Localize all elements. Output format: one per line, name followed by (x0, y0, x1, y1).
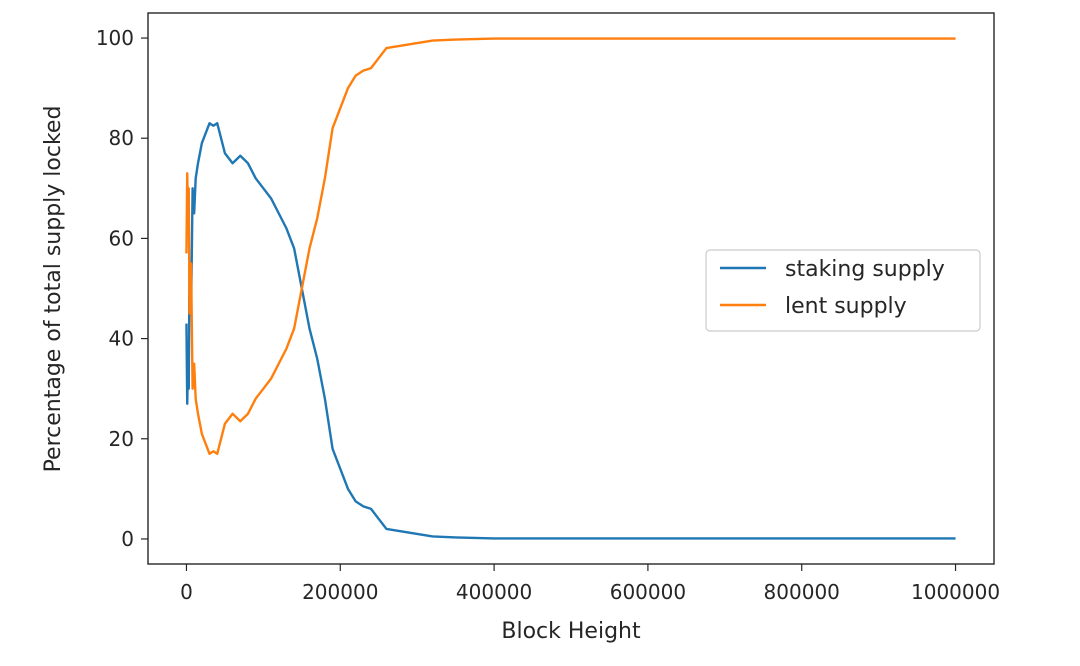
y-tick-label: 20 (109, 427, 134, 451)
legend-label-lent-supply: lent supply (785, 294, 907, 319)
x-tick-label: 200000 (302, 580, 378, 604)
legend-label-staking-supply: staking supply (785, 257, 945, 282)
x-tick-label: 400000 (456, 580, 532, 604)
y-axis-label: Percentage of total supply locked (41, 106, 66, 473)
y-tick-label: 100 (96, 26, 134, 50)
x-tick-label: 800000 (764, 580, 840, 604)
y-tick-label: 40 (109, 327, 134, 351)
x-axis-label: Block Height (501, 619, 641, 644)
y-axis: 0 20 40 60 80 100 (96, 26, 148, 551)
x-tick-label: 0 (180, 580, 193, 604)
series-line-lent-supply (185, 37, 956, 455)
x-axis: 0 200000 400000 600000 800000 1000000 (180, 564, 1000, 604)
series-line-staking-supply (185, 121, 956, 540)
y-tick-label: 80 (109, 126, 134, 150)
plot-area (147, 12, 995, 565)
series-layer (185, 37, 956, 540)
y-tick-label: 60 (109, 226, 134, 250)
x-tick-label: 1000000 (911, 580, 1000, 604)
legend: staking supply lent supply (705, 249, 981, 332)
y-tick-label: 0 (121, 527, 134, 551)
legend-box (705, 249, 981, 332)
x-tick-label: 600000 (610, 580, 686, 604)
plot-frame (147, 12, 995, 565)
